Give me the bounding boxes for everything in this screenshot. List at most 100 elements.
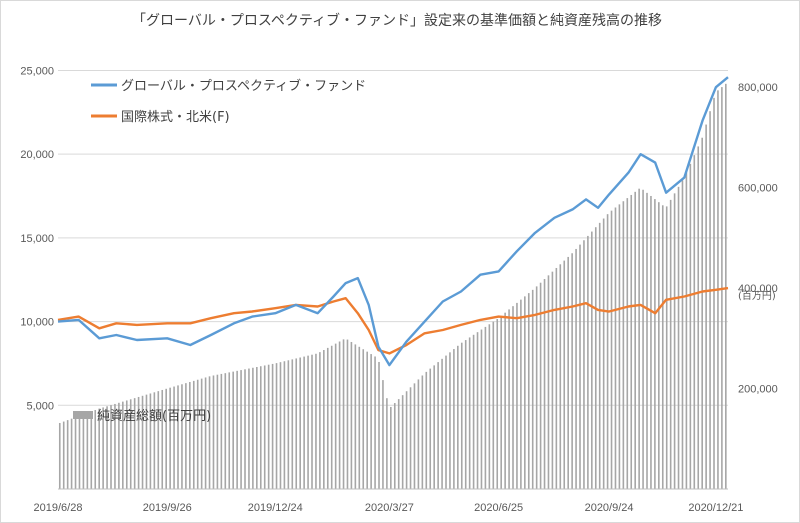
assets-bar: [508, 309, 510, 489]
assets-bar: [638, 188, 640, 490]
assets-bar: [299, 357, 301, 489]
legend-label-index: 国際株式・北米(F): [121, 110, 230, 125]
assets-bar: [224, 373, 227, 489]
legend-bottom: 純資産総額(百万円): [73, 408, 211, 424]
y-tick-label-1: 10,000: [20, 317, 54, 329]
assets-bar: [622, 201, 625, 489]
assets-bar: [169, 387, 171, 489]
assets-bar: [421, 375, 424, 489]
assets-bar: [259, 366, 262, 489]
legend-swatch-assets: [73, 411, 93, 419]
series-line-index: [57, 286, 729, 355]
assets-bar: [125, 400, 128, 489]
legend-top: グローバル・プロスペクティブ・ファンド 国際株式・北米(F): [91, 78, 366, 125]
assets-bar: [658, 202, 660, 489]
series-line-fund: [57, 76, 729, 367]
chart-title: 「グローバル・プロスペクティブ・ファンド」設定来の基準価額と純資産残高の推移: [132, 12, 662, 29]
assets-bar: [650, 195, 652, 489]
x-tick-label-6: 2020/12/21: [688, 502, 743, 514]
y2-tick-label-1: 400,000: [738, 283, 778, 295]
gridlines: [58, 69, 728, 406]
assets-bar: [94, 410, 97, 489]
assets-bar: [693, 155, 696, 489]
assets-bar: [370, 354, 372, 489]
assets-bar: [472, 334, 475, 489]
assets-bar: [393, 403, 396, 489]
assets-bar: [445, 355, 447, 489]
assets-bar: [137, 396, 140, 489]
assets-bar: [512, 306, 514, 489]
assets-bar: [311, 354, 313, 489]
assets-bar: [555, 267, 558, 489]
assets-bar: [248, 368, 250, 489]
assets-bar: [177, 385, 179, 489]
assets-bar: [338, 341, 341, 489]
assets-bar: [594, 227, 597, 489]
assets-bar: [279, 362, 282, 489]
assets-bar: [110, 405, 112, 489]
assets-bar: [66, 420, 69, 489]
assets-bar: [606, 214, 609, 489]
assets-bar: [291, 359, 294, 489]
assets-bar: [74, 417, 77, 489]
assets-bar: [62, 421, 65, 489]
assets-bar: [275, 363, 278, 489]
assets-bar: [646, 192, 648, 489]
assets-bar: [141, 395, 144, 489]
assets-bar: [413, 383, 416, 489]
assets-bar: [196, 379, 199, 489]
assets-bar: [527, 293, 530, 489]
assets-bar: [382, 380, 384, 489]
assets-bar: [58, 422, 61, 489]
assets-bar: [563, 260, 566, 489]
assets-bar: [425, 371, 428, 489]
assets-bar: [78, 415, 81, 489]
assets-bar: [90, 411, 93, 489]
y-tick-label-0: 5,000: [26, 400, 54, 412]
assets-bar: [145, 394, 148, 489]
assets-bar: [437, 362, 439, 489]
assets-bar: [122, 401, 124, 489]
legend-label-fund: グローバル・プロスペクティブ・ファンド: [121, 78, 366, 94]
x-tick-label-0: 2019/6/28: [34, 502, 83, 514]
assets-bar: [240, 370, 242, 489]
assets-bar: [488, 324, 491, 489]
assets-bar: [263, 365, 266, 489]
assets-bar: [358, 346, 361, 489]
assets-bar: [315, 353, 317, 489]
assets-bar: [583, 240, 585, 489]
assets-bar: [630, 194, 633, 490]
assets-bar: [323, 350, 325, 489]
assets-bar: [161, 389, 164, 489]
assets-bar: [634, 191, 636, 490]
assets-bar: [366, 351, 368, 489]
assets-bar: [283, 361, 286, 489]
legend-label-assets: 純資産総額(百万円): [97, 408, 211, 424]
assets-bar: [496, 319, 499, 489]
assets-bar: [551, 271, 554, 489]
assets-bar: [307, 355, 309, 489]
assets-bar: [476, 332, 479, 489]
assets-bar: [208, 376, 211, 489]
assets-bar: [216, 374, 219, 489]
assets-bar: [535, 286, 538, 489]
axes: 5,000 10,000 15,000 20,000 25,000 200,000 400,…: [20, 65, 777, 514]
assets-bar: [390, 406, 392, 489]
assets-bar: [157, 391, 160, 489]
assets-bar: [673, 193, 676, 489]
assets-bar: [342, 339, 345, 489]
assets-bar: [185, 383, 187, 489]
assets-bar: [677, 186, 680, 489]
y2-tick-label-3: 800,000: [738, 82, 778, 94]
assets-bar: [212, 375, 215, 489]
assets-bar: [579, 244, 581, 489]
assets-bar: [200, 378, 203, 489]
y-tick-label-3: 20,000: [20, 149, 54, 161]
assets-bar: [480, 329, 483, 489]
assets-bar: [453, 349, 455, 489]
y-tick-label-2: 15,000: [20, 233, 54, 245]
assets-bar: [98, 408, 100, 489]
assets-bar: [669, 199, 672, 489]
y-tick-label-4: 25,000: [20, 65, 54, 77]
